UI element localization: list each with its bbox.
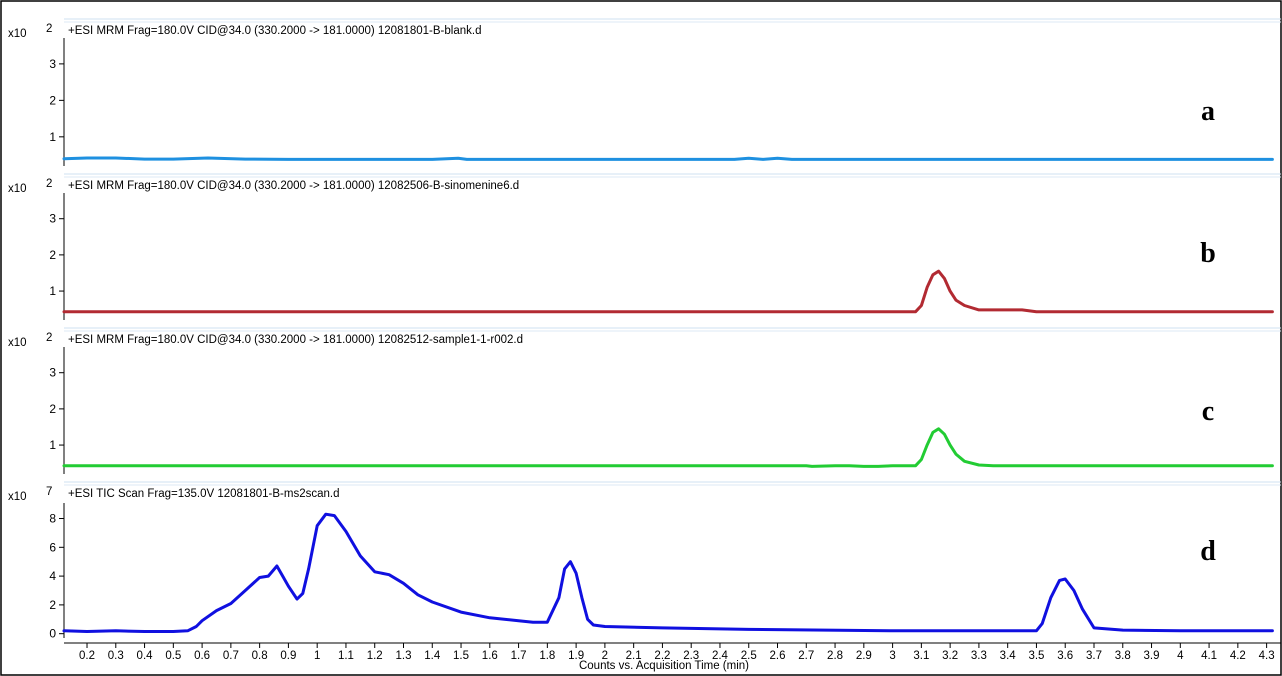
x-tick-label: 1.7: [511, 650, 527, 662]
x-tick-label: 3.7: [1086, 650, 1102, 662]
y-tick-label: 3: [49, 366, 56, 380]
panel-letter-a: a: [1201, 96, 1215, 127]
x-tick-label: 0.4: [137, 650, 154, 662]
x-tick-label: 2.3: [683, 650, 699, 662]
x-axis: 0.2 0.3 0.4 0.5 0.6 0.7 0.8 0.9 1 1.1 1.2 1.3 1.4 1.5…: [64, 642, 1281, 662]
x-tick-label: 2.4: [712, 650, 729, 662]
x-tick-label: 0.3: [108, 650, 124, 662]
x-tick-label: 3.9: [1144, 650, 1160, 662]
y-tick-label: 3: [49, 57, 56, 71]
series-line-d: [62, 512, 1274, 633]
x-tick-label: 1.1: [338, 650, 354, 662]
series-line-c: [62, 427, 1274, 468]
x-tick-label: 1.3: [395, 650, 411, 662]
series-line-b: [62, 269, 1274, 314]
y-scale-prefix: x10: [8, 183, 27, 195]
x-tick-label: 4: [1177, 650, 1184, 662]
y-scale-prefix: x10: [8, 337, 27, 349]
x-tick-label: 0.5: [165, 650, 181, 662]
y-tick-label: 1: [49, 284, 56, 298]
y-tick-label: 8: [49, 512, 56, 526]
y-tick-label: 1: [49, 130, 56, 144]
x-tick-label: 0.6: [194, 650, 210, 662]
x-tick-label: 0.8: [252, 650, 268, 662]
chart-panel-a: x10 2 +ESI MRM Frag=180.0V CID@34.0 (330.2…: [8, 18, 1281, 166]
x-tick-label: 3.5: [1028, 650, 1044, 662]
x-tick-label: 4.2: [1230, 650, 1246, 662]
x-tick-label: 2.1: [626, 650, 642, 662]
x-tick-label: 3.8: [1115, 650, 1131, 662]
x-tick-label: 1.8: [539, 650, 555, 662]
x-tick-label: 3.1: [913, 650, 929, 662]
panel-letter-c: c: [1202, 396, 1214, 427]
chart-panel-c: x10 2 +ESI MRM Frag=180.0V CID@34.0 (330.2…: [8, 327, 1281, 474]
x-tick-label: 0.7: [223, 650, 239, 662]
panel-header-title: +ESI MRM Frag=180.0V CID@34.0 (330.2000 …: [68, 180, 519, 192]
chart-panel-b: x10 2 +ESI MRM Frag=180.0V CID@34.0 (330.2…: [8, 173, 1281, 320]
x-tick-label: 4.3: [1259, 650, 1275, 662]
x-tick-label: 1: [314, 650, 320, 662]
y-tick-label: 0: [49, 627, 56, 641]
x-tick-label: 2.9: [856, 650, 872, 662]
x-tick-label: 3.3: [971, 650, 987, 662]
y-tick-label: 2: [49, 248, 56, 262]
x-tick-label: 4.1: [1201, 650, 1217, 662]
y-scale-exponent: 7: [46, 486, 52, 498]
y-tick-label: 3: [49, 212, 56, 226]
y-scale-prefix: x10: [8, 491, 27, 503]
x-tick-label: 3.4: [1000, 650, 1017, 662]
x-tick-label: 3.2: [942, 650, 958, 662]
series-line-a: [62, 156, 1274, 161]
x-tick-label: 2.2: [654, 650, 670, 662]
y-scale-exponent: 2: [46, 23, 52, 35]
y-scale-exponent: 2: [46, 332, 52, 344]
y-scale-exponent: 2: [46, 178, 52, 190]
x-tick-label: 0.9: [280, 650, 296, 662]
x-tick-label: 3: [889, 650, 895, 662]
y-tick-label: 2: [49, 402, 56, 416]
y-scale-prefix: x10: [8, 28, 27, 40]
x-tick-label: 2: [602, 650, 608, 662]
panel-header-title: +ESI TIC Scan Frag=135.0V 12081801-B-ms2…: [68, 488, 339, 500]
x-tick-label: 1.6: [482, 650, 498, 662]
y-tick-label: 4: [49, 569, 56, 583]
x-axis-label: Counts vs. Acquisition Time (min): [579, 660, 749, 672]
x-tick-label: 1.2: [367, 650, 383, 662]
x-tick-label: 3.6: [1057, 650, 1073, 662]
panel-header-title: +ESI MRM Frag=180.0V CID@34.0 (330.2000 …: [68, 334, 523, 346]
x-tick-label: 0.2: [79, 650, 95, 662]
x-tick-label: 2.7: [798, 650, 814, 662]
x-tick-label: 1.9: [568, 650, 584, 662]
x-tick-label: 1.4: [424, 650, 441, 662]
y-tick-label: 1: [49, 438, 56, 452]
x-tick-label: 1.5: [453, 650, 469, 662]
y-tick-label: 6: [49, 540, 56, 554]
y-tick-label: 2: [49, 93, 56, 107]
panel-letter-d: d: [1200, 536, 1216, 567]
x-tick-label: 2.6: [770, 650, 786, 662]
panel-header-title: +ESI MRM Frag=180.0V CID@34.0 (330.2000 …: [68, 25, 481, 37]
y-tick-label: 2: [49, 598, 56, 612]
panel-letter-b: b: [1200, 238, 1216, 269]
chart-panel-d: x10 7 +ESI TIC Scan Frag=135.0V 12081801-B…: [8, 481, 1281, 641]
x-tick-label: 2.5: [741, 650, 757, 662]
x-tick-label: 2.8: [827, 650, 843, 662]
